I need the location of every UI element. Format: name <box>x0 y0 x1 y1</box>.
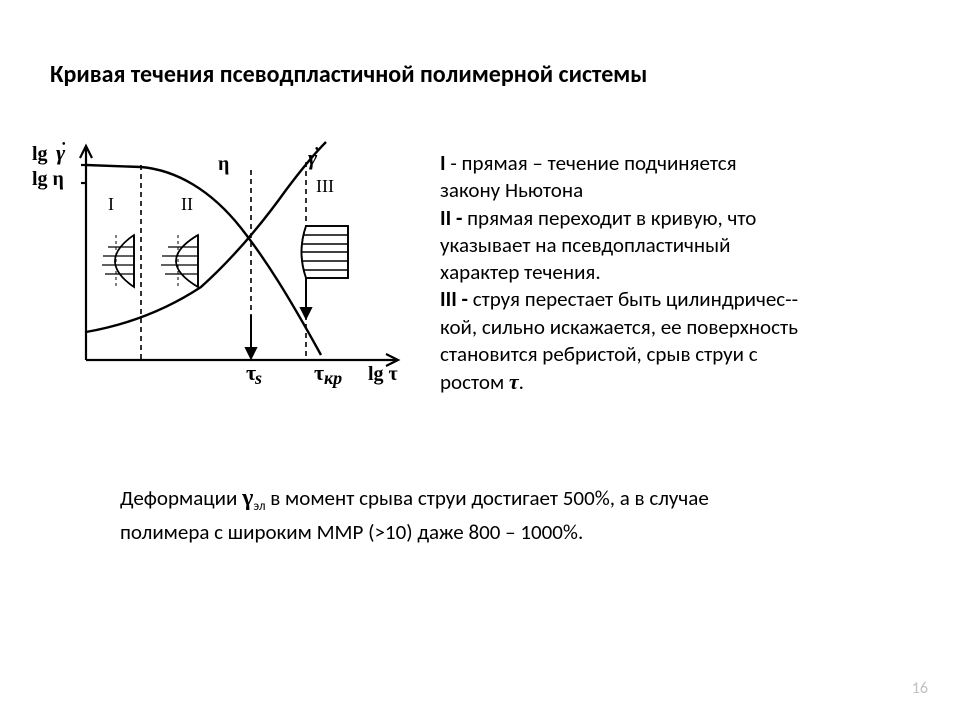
region-1-label: I <box>108 194 114 214</box>
bottom-paragraph: Деформации γэл в момент срыва струи дост… <box>120 480 910 548</box>
jet-profile-2 <box>161 235 198 287</box>
tau-s-subscript: s <box>255 368 262 389</box>
svg-text:•: • <box>315 144 319 155</box>
eta-label: η <box>218 153 229 175</box>
svg-text:•: • <box>62 139 66 150</box>
gamma-dot-curve <box>86 142 326 332</box>
slide-title: Кривая течения псеводпластичной полимерн… <box>50 60 647 89</box>
legend-text: I - прямая – течение подчиняется закону … <box>440 150 935 397</box>
flow-curve-chart: lg γ • lg η lg τ η γ • I II III <box>26 130 426 410</box>
jet-profile-3 <box>301 226 348 278</box>
y-label-lg-eta: lg η <box>32 168 64 190</box>
tau-kr-subscript: кр <box>324 368 342 389</box>
page-number: 16 <box>912 679 928 698</box>
y-label-lg-gamma: lg <box>32 143 48 165</box>
jet-profile-1 <box>102 235 134 287</box>
region-2-label: II <box>181 194 193 214</box>
tau-kr-label: τ <box>314 360 324 385</box>
region-3-label: III <box>316 176 334 196</box>
x-label-lg-tau: lg τ <box>368 363 398 385</box>
